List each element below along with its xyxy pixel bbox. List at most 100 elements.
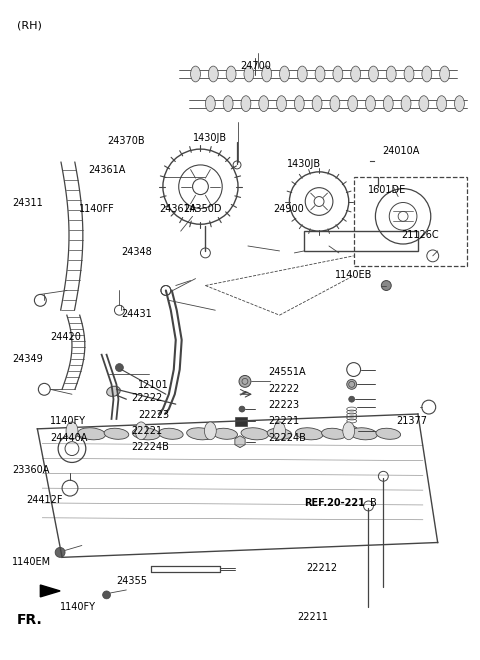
Ellipse shape [351, 66, 360, 82]
Text: 22212: 22212 [306, 563, 337, 573]
Ellipse shape [322, 428, 346, 440]
Ellipse shape [294, 96, 304, 112]
Ellipse shape [376, 428, 401, 440]
Text: 24348: 24348 [121, 247, 152, 257]
Text: 24311: 24311 [12, 198, 43, 208]
Ellipse shape [333, 66, 343, 82]
Text: 22211: 22211 [297, 612, 328, 622]
Ellipse shape [455, 96, 464, 112]
Text: 24010A: 24010A [383, 146, 420, 156]
Ellipse shape [404, 66, 414, 82]
Text: 1140FF: 1140FF [79, 205, 114, 214]
Text: 12101: 12101 [138, 380, 169, 391]
Ellipse shape [276, 96, 287, 112]
Text: 24361A: 24361A [159, 205, 197, 214]
Text: 22221: 22221 [268, 416, 300, 426]
Circle shape [239, 376, 251, 387]
Text: 21126C: 21126C [401, 230, 439, 240]
Ellipse shape [241, 428, 269, 440]
Ellipse shape [343, 422, 355, 440]
Ellipse shape [440, 66, 450, 82]
Ellipse shape [213, 428, 238, 440]
Ellipse shape [223, 96, 233, 112]
Text: 22223: 22223 [138, 410, 169, 420]
Ellipse shape [330, 96, 340, 112]
Bar [354, 177, 468, 266]
Text: 22223: 22223 [268, 400, 300, 410]
Ellipse shape [422, 66, 432, 82]
Ellipse shape [104, 428, 129, 440]
Circle shape [381, 280, 391, 290]
Text: 1430JB: 1430JB [288, 158, 322, 169]
Text: 1140FY: 1140FY [60, 603, 96, 612]
Ellipse shape [350, 428, 377, 440]
Circle shape [239, 406, 245, 412]
Ellipse shape [419, 96, 429, 112]
Ellipse shape [78, 428, 106, 440]
Ellipse shape [315, 66, 325, 82]
Text: 24412F: 24412F [26, 494, 63, 505]
Ellipse shape [135, 422, 147, 440]
Text: (RH): (RH) [17, 20, 42, 30]
Text: 22222: 22222 [131, 393, 162, 403]
Ellipse shape [437, 96, 446, 112]
Ellipse shape [191, 66, 201, 82]
Ellipse shape [348, 96, 358, 112]
Ellipse shape [241, 96, 251, 112]
Text: 1140FY: 1140FY [50, 416, 86, 426]
Text: REF.20-221: REF.20-221 [304, 498, 365, 508]
Ellipse shape [226, 66, 236, 82]
Text: 1140EM: 1140EM [12, 556, 51, 566]
Polygon shape [40, 585, 60, 597]
Text: 24431: 24431 [121, 309, 152, 319]
Text: 22224B: 22224B [131, 442, 169, 452]
Ellipse shape [259, 96, 269, 112]
Ellipse shape [312, 96, 322, 112]
Ellipse shape [187, 428, 214, 440]
Ellipse shape [267, 428, 292, 440]
Ellipse shape [401, 96, 411, 112]
Text: 24900: 24900 [273, 205, 304, 214]
Text: FR.: FR. [17, 613, 43, 627]
Text: 1601DE: 1601DE [368, 185, 407, 195]
Text: 1140EB: 1140EB [335, 269, 372, 280]
Text: 22224B: 22224B [268, 433, 306, 443]
Ellipse shape [295, 428, 323, 440]
Text: 24700: 24700 [240, 61, 271, 71]
Circle shape [103, 591, 110, 599]
Text: 22222: 22222 [268, 383, 300, 394]
Ellipse shape [297, 66, 307, 82]
Ellipse shape [386, 66, 396, 82]
Text: 21377: 21377 [396, 416, 428, 426]
Text: 24370B: 24370B [107, 136, 145, 146]
Ellipse shape [158, 428, 183, 440]
Text: 22221: 22221 [131, 426, 162, 436]
Ellipse shape [262, 66, 272, 82]
Ellipse shape [208, 66, 218, 82]
Text: B: B [370, 498, 376, 508]
Ellipse shape [66, 422, 78, 440]
Circle shape [55, 547, 65, 557]
Circle shape [349, 396, 355, 402]
Text: 24440A: 24440A [50, 433, 87, 443]
Ellipse shape [366, 96, 375, 112]
Circle shape [116, 364, 123, 372]
Bar [235, 417, 247, 426]
Ellipse shape [132, 428, 160, 440]
Text: 23360A: 23360A [12, 465, 49, 475]
Text: 24551A: 24551A [268, 368, 306, 378]
Ellipse shape [274, 422, 286, 440]
Ellipse shape [384, 96, 393, 112]
Circle shape [347, 379, 357, 389]
Ellipse shape [205, 96, 216, 112]
Ellipse shape [279, 66, 289, 82]
Text: 24350D: 24350D [183, 205, 222, 214]
Ellipse shape [107, 386, 120, 397]
Text: 24361A: 24361A [88, 165, 126, 175]
Text: 1430JB: 1430JB [192, 133, 227, 143]
Text: 24355: 24355 [117, 576, 148, 586]
Text: 24420: 24420 [50, 331, 81, 341]
Bar [304, 231, 418, 251]
Ellipse shape [244, 66, 254, 82]
Text: 24349: 24349 [12, 354, 43, 364]
